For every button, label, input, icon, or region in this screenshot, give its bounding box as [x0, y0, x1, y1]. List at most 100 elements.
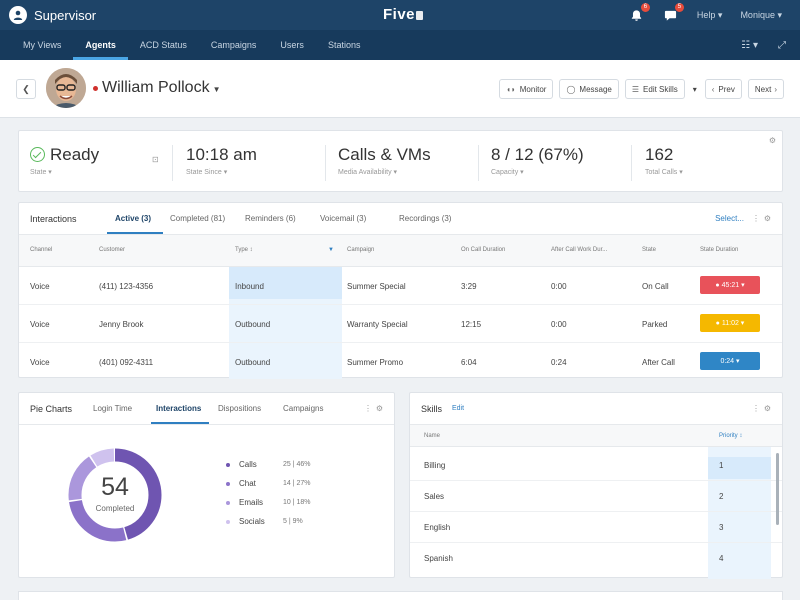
chat-icon: ◯ [566, 84, 576, 94]
nav-users[interactable]: Users [280, 40, 304, 50]
nav-stations[interactable]: Stations [327, 40, 361, 50]
skills-scrollbar[interactable] [776, 453, 779, 525]
next-button[interactable]: Next › [747, 79, 784, 99]
prev-button[interactable]: ‹ Prev [704, 79, 742, 99]
interactions-card: Interactions Active (3) Completed (81) R… [18, 202, 783, 381]
main-nav: My Views Agents ACD Status Campaigns Use… [0, 30, 800, 60]
settings-gear-icon[interactable]: ⚙ [375, 404, 383, 413]
chevron-left-icon: ‹ [711, 84, 715, 94]
col-on-call-duration[interactable]: On Call Duration [461, 247, 506, 253]
state-duration-badge[interactable]: ● 45:21 ▾ [700, 276, 760, 294]
col-customer[interactable]: Customer [99, 247, 126, 253]
state-duration-badge[interactable]: ● 11:02 ▾ [700, 314, 760, 332]
tab-completed[interactable]: Completed (81) [170, 214, 226, 223]
skills-header-row: Name Priority ↕ [410, 425, 782, 479]
interactions-donut-chart [68, 448, 162, 542]
headset-icon: ◖◗ [506, 84, 516, 94]
settings-gear-icon[interactable]: ⚙ [763, 214, 771, 223]
donut-segment-calls [68, 448, 162, 542]
col-state[interactable]: State [642, 247, 657, 253]
donut-segment-chat [68, 448, 162, 542]
table-row[interactable]: Voice Jenny Brook Outbound Warranty Spec… [19, 305, 782, 343]
more-vertical-icon[interactable]: ⋮ [364, 404, 372, 413]
user-menu[interactable]: Monique ▾ [740, 9, 782, 20]
agent-status-dot [93, 86, 98, 91]
legend-item: Emails 10 | 18% [226, 498, 311, 507]
col-after-call-work[interactable]: After Call Work Dur... [551, 247, 608, 253]
lock-icon: ⊡ [152, 155, 159, 164]
app-title: Supervisor [34, 7, 97, 23]
legend-dot-3 [226, 519, 230, 524]
tab-campaigns[interactable]: Campaigns [283, 404, 324, 413]
message-button[interactable]: ◯ Message [559, 79, 619, 99]
col-campaign[interactable]: Campaign [347, 247, 375, 253]
capacity-metric[interactable]: 8 / 12 (67%) Capacity ▾ [491, 145, 584, 176]
alert-icon: ● [715, 319, 722, 327]
more-vertical-icon[interactable]: ⋮ [752, 404, 760, 413]
legend-dot-0 [226, 462, 230, 467]
state-metric[interactable]: Ready State ▾ [30, 145, 100, 176]
select-dropdown[interactable]: Select... [715, 214, 744, 223]
filter-icon[interactable]: ▼ [328, 247, 334, 253]
tab-active[interactable]: Active (3) [115, 214, 152, 223]
tab-interactions[interactable]: Interactions [156, 404, 202, 413]
col-type[interactable]: Type ↕ [235, 247, 253, 253]
next-card-partial [18, 591, 783, 600]
agent-avatar [46, 68, 86, 108]
chevron-left-icon: ❮ [22, 83, 30, 94]
back-button[interactable]: ❮ [16, 79, 36, 99]
nav-agents[interactable]: Agents [73, 30, 128, 60]
tab-recordings[interactable]: Recordings (3) [399, 214, 452, 223]
chevron-right-icon: › [774, 84, 777, 94]
table-row[interactable]: Voice (401) 092-4311 Outbound Summer Pro… [19, 343, 782, 381]
edit-skills-link[interactable]: Edit [452, 405, 465, 412]
interactions-title: Interactions [30, 214, 77, 224]
more-dropdown-button[interactable]: ▾ [690, 79, 699, 99]
messages-icon[interactable]: 5 [663, 3, 684, 23]
col-state-duration[interactable]: State Duration [700, 247, 739, 253]
top-bar: Supervisor Five 6 5 Help ▾ Monique ▾ [0, 0, 800, 30]
more-vertical-icon[interactable]: ⋮ [752, 214, 760, 223]
supervisor-logo-icon [9, 6, 27, 24]
notifications-bell-icon[interactable]: 6 [629, 3, 650, 23]
col-channel[interactable]: Channel [30, 247, 53, 253]
legend-dot-2 [226, 500, 230, 505]
tab-dispositions[interactable]: Dispositions [218, 404, 262, 413]
priority-column-highlight [708, 425, 771, 579]
tab-reminders[interactable]: Reminders (6) [245, 214, 296, 223]
edit-skills-button[interactable]: ☰ Edit Skills [624, 79, 685, 99]
skills-card: Skills Edit ⋮ ⚙ Name Priority ↕ Billing … [409, 392, 783, 579]
agent-name-dropdown[interactable]: William Pollock ▼ [102, 79, 221, 96]
layout-menu-icon[interactable]: ☷ ▾ [741, 39, 758, 51]
chevron-down-icon: ▾ [692, 84, 697, 94]
legend-dot-1 [226, 481, 230, 486]
donut-segment-emails [68, 448, 162, 542]
help-menu[interactable]: Help ▾ [696, 9, 723, 20]
agent-summary-card: ⚙ Ready State ▾ ⊡ 10:18 am State Since ▾… [18, 130, 783, 192]
list-item[interactable]: Spanish 4 [424, 554, 724, 563]
list-item[interactable]: Billing 1 [410, 450, 782, 481]
tab-voicemail[interactable]: Voicemail (3) [320, 214, 367, 223]
monitor-button[interactable]: ◖◗ Monitor [499, 79, 554, 99]
settings-gear-icon[interactable]: ⚙ [768, 136, 776, 145]
settings-gear-icon[interactable]: ⚙ [763, 404, 771, 413]
pie-charts-card: Pie Charts Login Time Interactions Dispo… [18, 392, 395, 578]
nav-acd-status[interactable]: ACD Status [139, 40, 187, 50]
nav-my-views[interactable]: My Views [23, 40, 62, 50]
col-priority[interactable]: Priority ↕ [719, 433, 743, 439]
list-item[interactable]: Sales 2 [410, 481, 782, 512]
col-skill-name[interactable]: Name [424, 433, 441, 439]
fullscreen-icon[interactable]: ⤢ [778, 39, 786, 51]
list-item[interactable]: English 3 [410, 512, 782, 543]
total-calls-metric[interactable]: 162 Total Calls ▾ [645, 145, 683, 176]
state-duration-badge[interactable]: 0:24 ▾ [700, 352, 760, 370]
media-availability-metric[interactable]: Calls & VMs Media Availability ▾ [338, 145, 431, 176]
nav-campaigns[interactable]: Campaigns [210, 40, 257, 50]
tab-login-time[interactable]: Login Time [93, 404, 133, 413]
state-since-metric[interactable]: 10:18 am State Since ▾ [186, 145, 257, 176]
table-row[interactable]: Voice (411) 123-4356 Inbound Summer Spec… [19, 267, 782, 305]
alert-icon: ● [715, 281, 722, 289]
donut-center-value: 54 [101, 473, 129, 501]
skills-title: Skills [421, 404, 443, 414]
legend-item: Chat 14 | 27% [226, 479, 311, 488]
